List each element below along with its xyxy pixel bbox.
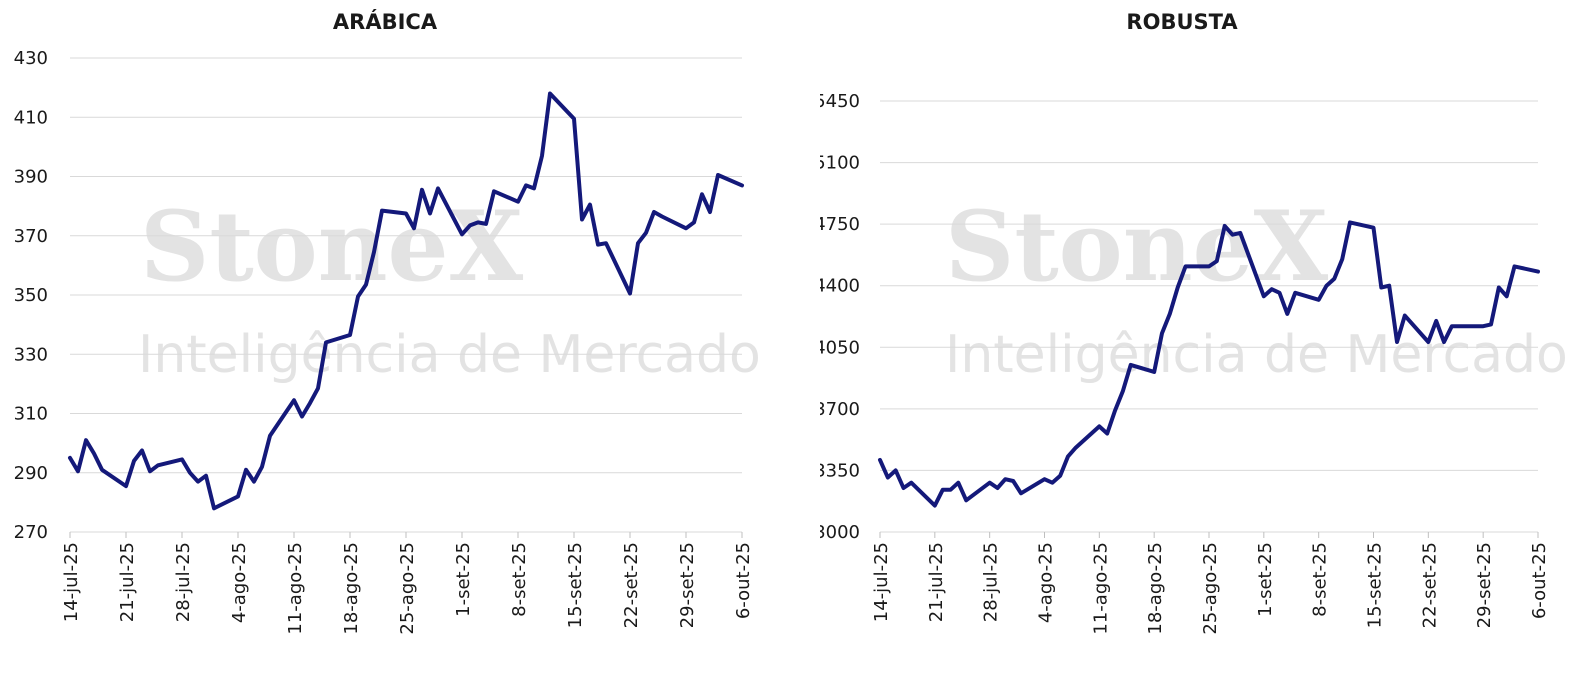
watermark-brand: StoneX xyxy=(945,190,1329,303)
y-tick-label: 3700 xyxy=(820,399,860,420)
y-tick-label: 350 xyxy=(14,285,48,306)
y-tick-label: 410 xyxy=(14,107,48,128)
watermark-tagline: Inteligência de Mercado xyxy=(945,325,1568,385)
x-tick-label: 4-ago-25 xyxy=(1036,542,1057,623)
robusta-chart: StoneX Inteligência de Mercado ROBUSTA 3… xyxy=(820,10,1568,635)
x-tick-label: 15-set-25 xyxy=(1365,542,1386,628)
watermark-tagline: Inteligência de Mercado xyxy=(138,325,761,385)
y-tick-label: 4750 xyxy=(820,214,860,235)
y-tick-label: 270 xyxy=(14,522,48,543)
y-axis: 3000 3350 3700 4050 4400 4750 5100 5450 xyxy=(820,91,860,543)
series xyxy=(878,220,1540,508)
series xyxy=(68,91,744,511)
watermark: StoneX Inteligência de Mercado xyxy=(945,190,1568,385)
x-tick-label: 22-set-25 xyxy=(1419,542,1440,628)
x-tick-label: 1-set-25 xyxy=(453,542,474,617)
x-tick-label: 29-set-25 xyxy=(1474,542,1495,628)
x-tick-label: 25-ago-25 xyxy=(1200,542,1221,635)
x-tick-label: 8-set-25 xyxy=(1310,542,1331,617)
x-tick-label: 22-set-25 xyxy=(621,542,642,628)
x-tick-label: 18-ago-25 xyxy=(341,542,362,635)
chart-title: ROBUSTA xyxy=(1126,10,1238,34)
x-tick-label: 28-jul-25 xyxy=(981,542,1002,622)
x-tick-label: 8-set-25 xyxy=(509,542,530,617)
y-tick-label: 5450 xyxy=(820,91,860,112)
robusta-chart-panel: StoneX Inteligência de Mercado ROBUSTA 3… xyxy=(820,0,1595,681)
x-tick-label: 15-set-25 xyxy=(565,542,586,628)
x-axis: 14-jul-25 21-jul-25 28-jul-25 4-ago-25 11-ag… xyxy=(61,532,754,635)
y-tick-label: 430 xyxy=(14,48,48,69)
y-tick-label: 310 xyxy=(14,404,48,425)
y-tick-label: 290 xyxy=(14,463,48,484)
x-tick-label: 11-ago-25 xyxy=(1090,542,1111,635)
x-tick-label: 18-ago-25 xyxy=(1145,542,1166,635)
y-tick-label: 390 xyxy=(14,167,48,188)
y-tick-label: 370 xyxy=(14,226,48,247)
x-tick-label: 21-jul-25 xyxy=(117,542,138,622)
watermark-brand: StoneX xyxy=(140,190,524,303)
gridlines xyxy=(880,100,1538,533)
x-tick-label: 28-jul-25 xyxy=(173,542,194,622)
y-tick-label: 3000 xyxy=(820,522,860,543)
arabica-chart: StoneX Inteligência de Mercado ARÁBICA 2… xyxy=(14,9,761,635)
x-tick-label: 14-jul-25 xyxy=(61,542,82,622)
x-tick-label: 25-ago-25 xyxy=(397,542,418,635)
arabica-chart-panel: StoneX Inteligência de Mercado ARÁBICA 2… xyxy=(0,0,790,681)
x-tick-label: 14-jul-25 xyxy=(871,542,892,622)
x-tick-label: 6-out-25 xyxy=(1529,542,1550,619)
y-tick-label: 5100 xyxy=(820,153,860,174)
gridlines xyxy=(70,57,742,533)
y-tick-label: 4400 xyxy=(820,276,860,297)
watermark: StoneX Inteligência de Mercado xyxy=(138,190,761,385)
x-tick-label: 21-jul-25 xyxy=(926,542,947,622)
x-tick-label: 6-out-25 xyxy=(733,542,754,619)
y-tick-label: 330 xyxy=(14,344,48,365)
chart-title: ARÁBICA xyxy=(333,9,438,34)
x-tick-label: 1-set-25 xyxy=(1255,542,1276,617)
y-axis: 270 290 310 330 350 370 390 410 430 xyxy=(14,48,48,543)
x-tick-label: 11-ago-25 xyxy=(285,542,306,635)
x-tick-label: 29-set-25 xyxy=(677,542,698,628)
y-tick-label: 4050 xyxy=(820,337,860,358)
y-tick-label: 3350 xyxy=(820,460,860,481)
x-axis: 14-jul-25 21-jul-25 28-jul-25 4-ago-25 11-ag… xyxy=(871,532,1550,635)
x-tick-label: 4-ago-25 xyxy=(229,542,250,623)
